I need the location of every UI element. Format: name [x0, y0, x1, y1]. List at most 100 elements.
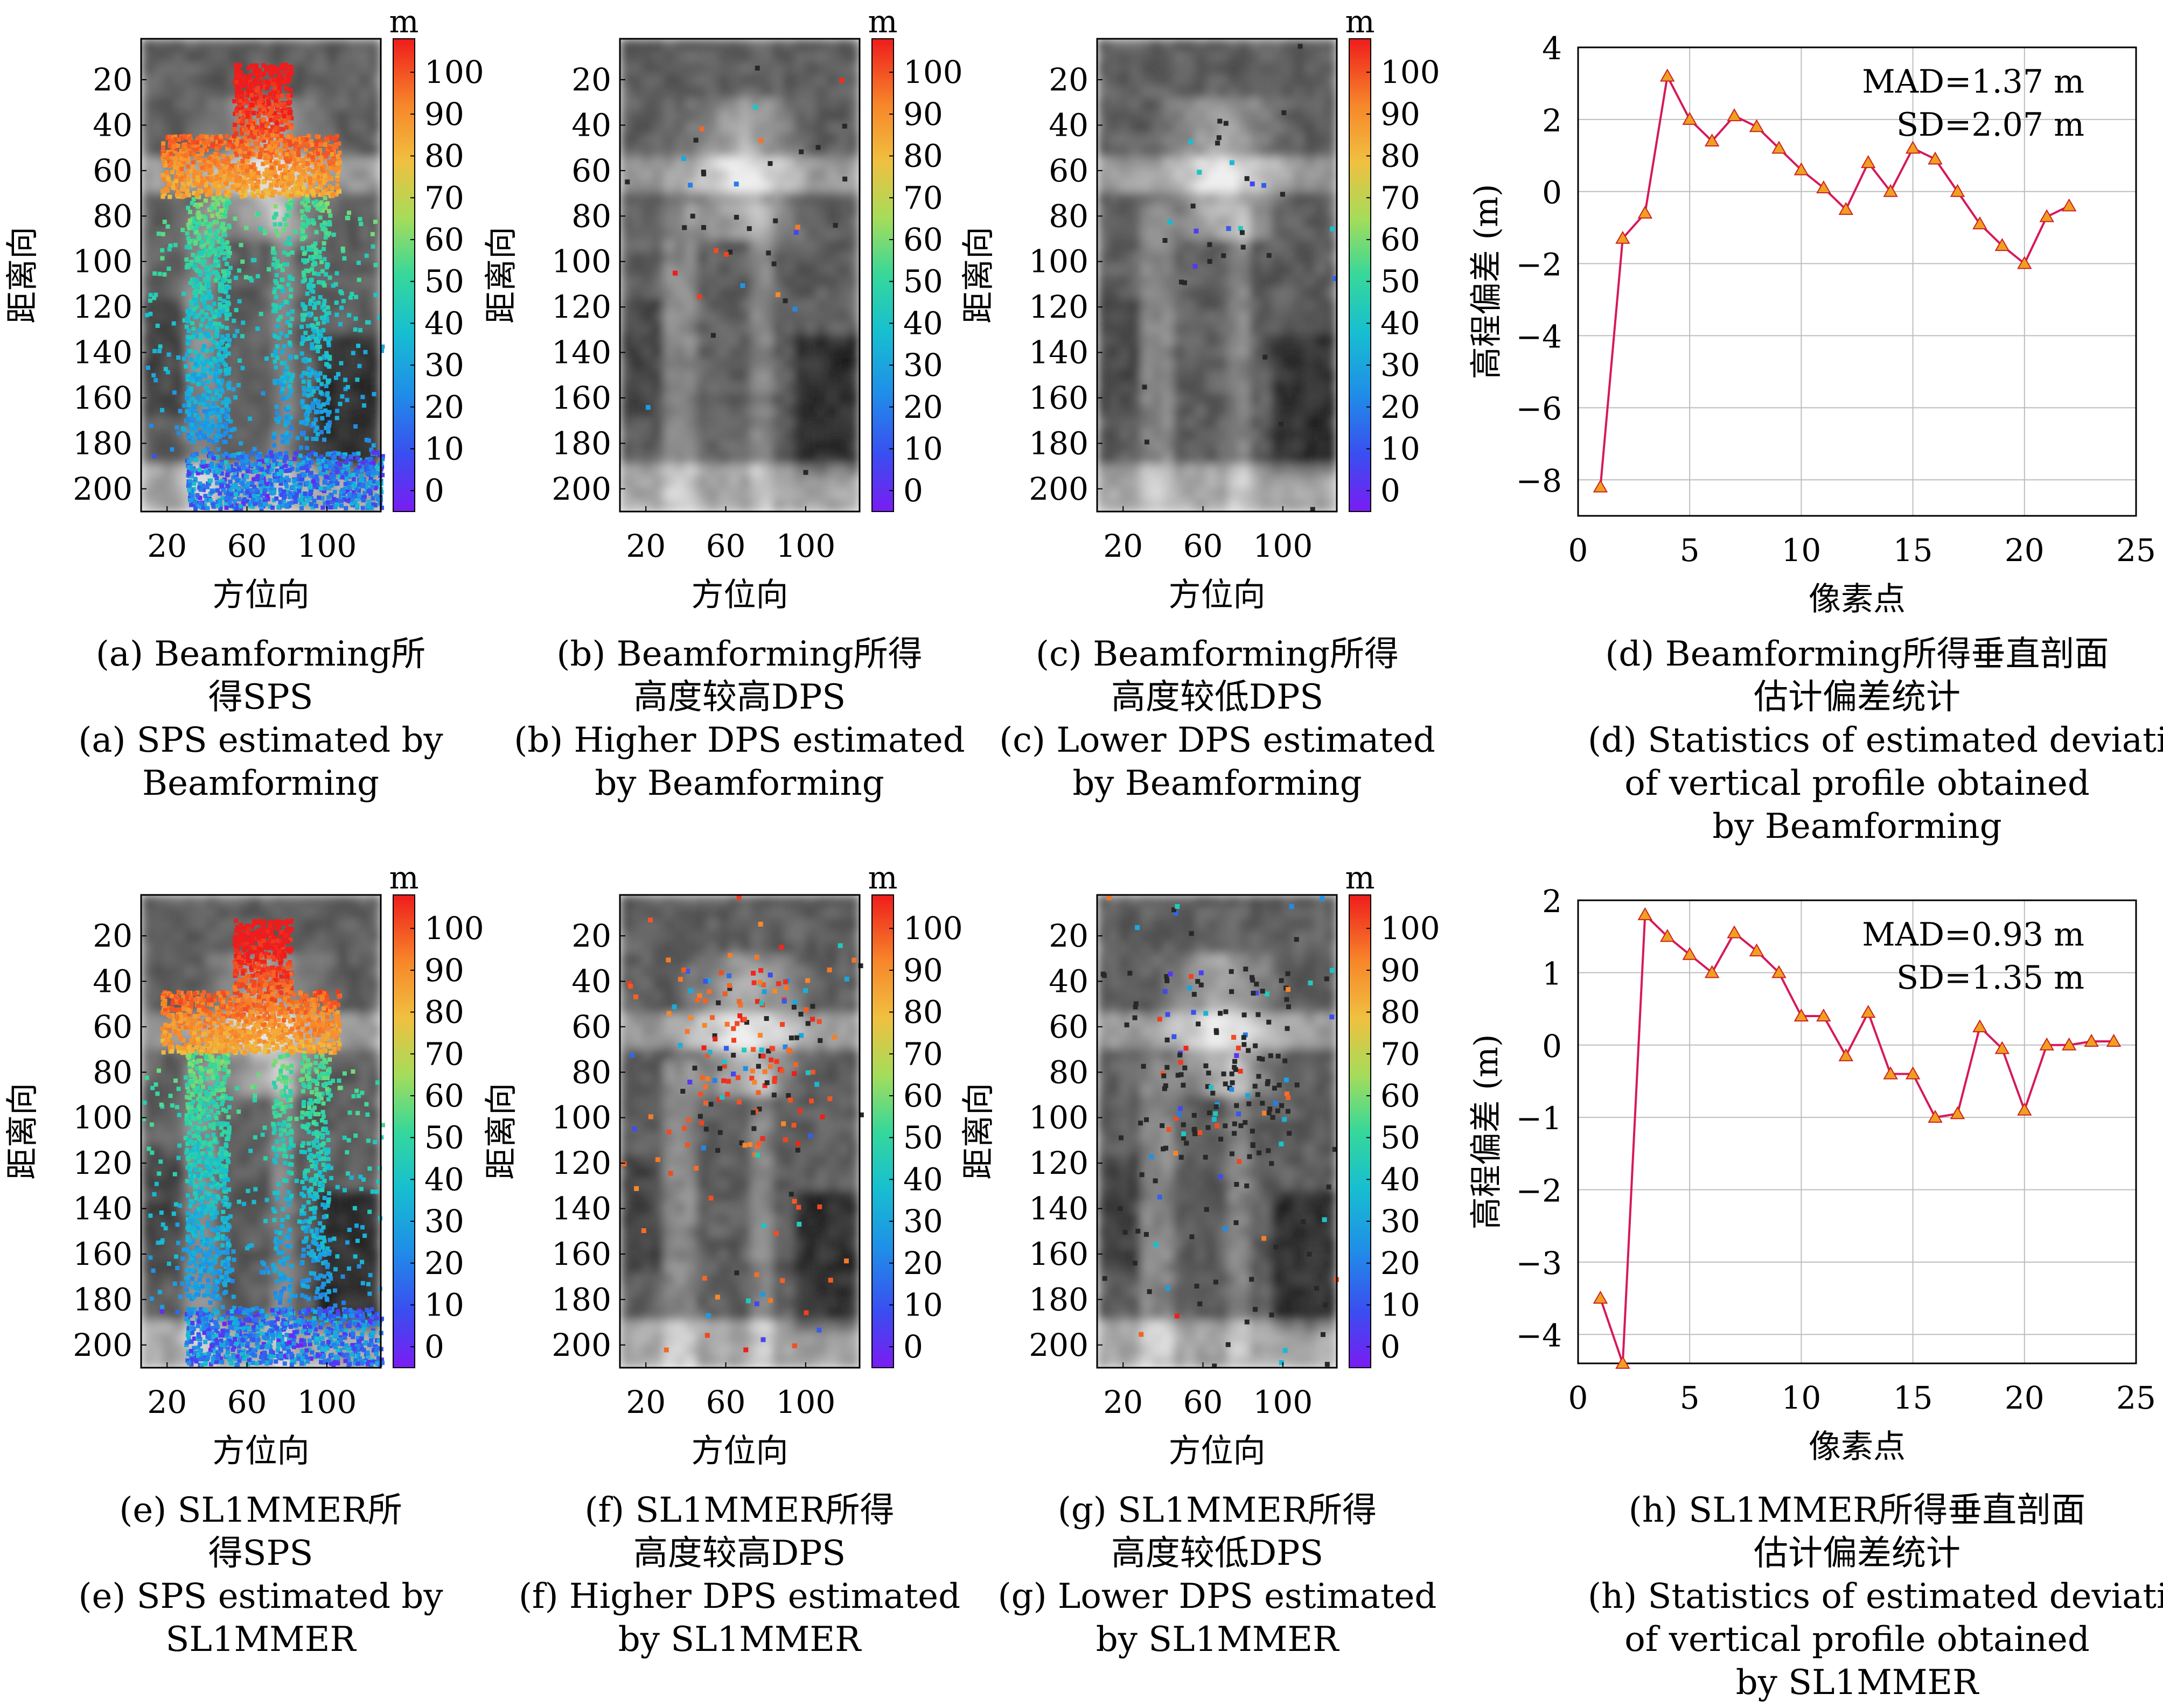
ytick-label: 160	[552, 1236, 611, 1272]
data-point	[1771, 141, 1787, 154]
overlay-points-f	[622, 895, 864, 1353]
y-axis-label: 距离向	[483, 1083, 520, 1180]
data-point	[2039, 209, 2054, 222]
data-point	[1615, 230, 1630, 244]
data-point	[2061, 198, 2077, 212]
caption-line: (f) Higher DPS estimated	[518, 1577, 961, 1616]
ytick-label: 100	[73, 243, 132, 280]
ytick-label: 120	[1029, 289, 1089, 325]
ytick-label: 80	[93, 1054, 132, 1090]
colorbar-tick: 50	[1380, 1119, 1420, 1156]
colorbar-tick: 60	[1380, 221, 1420, 258]
ytick-label: 0	[1542, 174, 1562, 211]
xtick-label: 15	[1893, 532, 1933, 569]
caption-line: (h) Statistics of estimated deviation	[1588, 1577, 2163, 1616]
colorbar-f	[871, 894, 894, 1368]
caption-f: (f) SL1MMER所得 高度较高DPS (f) Higher DPS estim…	[470, 1489, 1009, 1661]
sar-image-g	[1097, 895, 1337, 1368]
colorbar-tick: 30	[903, 347, 943, 383]
ytick-label: 80	[571, 198, 611, 234]
caption-line: 高度较高DPS	[633, 1534, 846, 1573]
map-frame-g	[1096, 894, 1338, 1369]
xtick-label: 60	[227, 528, 267, 564]
x-axis-label: 方位向	[1169, 1432, 1266, 1470]
colorbar-tick: 90	[903, 952, 943, 989]
ytick-label: −4	[1516, 1317, 1562, 1354]
data-point	[1972, 216, 1987, 229]
colorbar-tick: 80	[1380, 994, 1420, 1031]
data-point	[1905, 1066, 1921, 1080]
ytick-label: 40	[1049, 107, 1089, 143]
colorbar-tick: 20	[903, 1245, 943, 1282]
colorbar-tick: 50	[424, 1119, 464, 1156]
colorbar-tick: 80	[903, 138, 943, 174]
data-point	[1593, 1291, 1608, 1304]
colorbar-c	[1349, 38, 1371, 512]
ytick-label: −1	[1516, 1100, 1562, 1137]
data-point	[1615, 1355, 1630, 1369]
caption-e: (e) SL1MMER所 得SPS (e) SPS estimated by SL1M…	[0, 1489, 530, 1661]
caption-line: of vertical profile obtained	[1624, 764, 2090, 803]
ytick-label: 200	[73, 471, 132, 507]
colorbar-unit: m	[868, 3, 898, 40]
caption-d: (d) Beamforming所得垂直剖面 估计偏差统计 (d) Statistic…	[1588, 633, 2163, 848]
ytick-label: 60	[571, 1009, 611, 1045]
y-axis-label: 高程偏差 (m)	[1468, 184, 1505, 380]
caption-line: SL1MMER	[165, 1620, 356, 1660]
colorbar-unit: m	[389, 3, 419, 40]
xtick-label: 60	[227, 1384, 267, 1420]
caption-line: by Beamforming	[1072, 764, 1362, 803]
colorbar-tick: 60	[1380, 1077, 1420, 1114]
sar-image-c	[1097, 39, 1337, 512]
xtick-label: 100	[297, 528, 357, 564]
colorbar-tick: 10	[424, 1286, 464, 1323]
colorbar-tick: 20	[1380, 1245, 1420, 1282]
data-point	[1838, 1048, 1854, 1061]
colorbar-tick: 40	[1380, 305, 1420, 341]
x-axis-label: 像素点	[1809, 580, 1906, 618]
ytick-label: 1	[1542, 955, 1562, 992]
ytick-label: 140	[552, 1191, 611, 1227]
colorbar-tick: 60	[903, 1077, 943, 1114]
x-axis-label: 方位向	[1169, 576, 1266, 614]
ytick-label: 180	[552, 425, 611, 461]
xtick-label: 60	[706, 1384, 746, 1420]
colorbar-tick: 80	[903, 994, 943, 1031]
caption-a: (a) Beamforming所 得SPS (a) SPS estimated by…	[0, 633, 530, 805]
sar-image-e	[141, 895, 381, 1368]
ytick-label: 100	[1029, 1100, 1089, 1136]
colorbar-tick: 30	[1380, 1203, 1420, 1240]
caption-line: 得SPS	[208, 677, 313, 717]
caption-line: (e) SPS estimated by	[78, 1577, 443, 1616]
ytick-label: 180	[1029, 1281, 1089, 1318]
data-point	[2039, 1037, 2054, 1051]
data-point	[1883, 184, 1898, 197]
ytick-label: 180	[73, 425, 132, 461]
caption-line: 高度较低DPS	[1111, 677, 1324, 717]
data-point	[1660, 929, 1675, 942]
xtick-label: 20	[147, 528, 187, 564]
data-point	[2017, 256, 2032, 269]
colorbar-tick: 70	[903, 179, 943, 216]
map-frame-c	[1096, 38, 1338, 513]
data-point	[1637, 907, 1653, 920]
data-point	[1749, 119, 1764, 132]
ytick-label: 100	[73, 1100, 132, 1136]
colorbar-tick: 40	[1380, 1161, 1420, 1198]
caption-line: 估计偏差统计	[1754, 1534, 1960, 1573]
colorbar-tick: 40	[424, 1161, 464, 1198]
caption-line: (b) Beamforming所得	[556, 634, 923, 674]
xtick-label: 100	[297, 1384, 357, 1420]
ytick-label: 60	[1049, 152, 1089, 189]
colorbar-tick: 0	[424, 1328, 444, 1365]
caption-line: by Beamforming	[1712, 807, 2002, 846]
data-point	[2084, 1034, 2099, 1047]
colorbar-tick: 0	[1380, 1328, 1400, 1365]
ytick-label: 160	[73, 1236, 132, 1272]
caption-line: 估计偏差统计	[1754, 677, 1960, 717]
colorbar-tick: 70	[424, 179, 464, 216]
colorbar-tick: 40	[903, 1161, 943, 1198]
ytick-label: 200	[1029, 471, 1089, 507]
